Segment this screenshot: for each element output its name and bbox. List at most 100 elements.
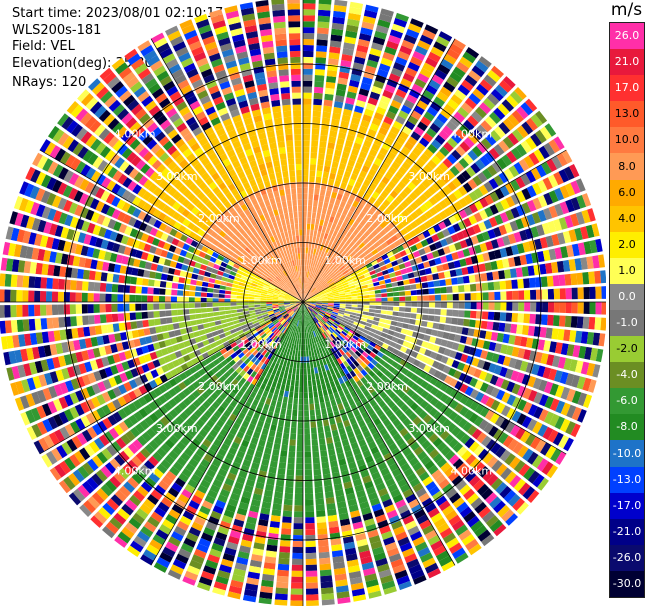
range-gate	[425, 393, 434, 403]
range-gate	[127, 390, 138, 401]
range-gate	[436, 113, 448, 124]
range-gate	[364, 65, 377, 74]
range-gate	[328, 328, 334, 334]
range-gate	[249, 504, 260, 513]
range-gate	[349, 285, 356, 289]
range-gate	[278, 297, 285, 299]
range-gate	[166, 423, 176, 434]
range-gate	[424, 403, 434, 413]
range-gate	[566, 404, 577, 419]
range-gate	[290, 296, 297, 300]
range-gate	[338, 71, 350, 80]
range-gate	[303, 21, 315, 28]
range-gate	[348, 7, 362, 15]
range-gate	[321, 226, 327, 233]
range-gate	[299, 314, 301, 321]
range-gate	[306, 314, 309, 321]
range-gate	[365, 173, 374, 182]
range-gate	[414, 197, 424, 207]
range-gate	[339, 295, 346, 298]
range-gate	[168, 378, 178, 387]
range-gate	[395, 195, 404, 204]
range-gate	[317, 366, 322, 373]
range-gate	[488, 178, 499, 190]
range-gate	[522, 486, 536, 500]
range-gate	[333, 435, 341, 443]
range-gate	[216, 419, 225, 428]
range-gate	[406, 388, 415, 398]
range-gate	[328, 58, 339, 66]
range-gate	[350, 260, 357, 266]
range-gate	[433, 213, 443, 223]
range-gate	[512, 129, 524, 142]
range-gate	[304, 481, 313, 488]
range-gate	[477, 483, 489, 496]
range-gate	[438, 188, 448, 199]
range-gate	[530, 226, 540, 238]
range-gate	[295, 487, 303, 494]
range-gate	[336, 232, 342, 239]
range-gate	[318, 262, 322, 269]
range-gate	[189, 308, 196, 314]
range-gate	[331, 265, 338, 272]
range-gate	[320, 402, 326, 409]
range-gate	[327, 342, 333, 350]
range-gate	[397, 381, 406, 390]
range-gate	[531, 252, 539, 264]
range-gate	[367, 386, 375, 394]
range-gate	[352, 200, 360, 208]
range-gate	[459, 56, 473, 69]
range-gate	[313, 309, 319, 314]
range-gate	[69, 216, 79, 229]
range-gate	[305, 283, 308, 290]
range-gate	[87, 372, 97, 384]
range-gate	[248, 423, 256, 431]
range-gate	[191, 273, 199, 280]
range-gate	[303, 295, 306, 301]
range-gate	[412, 482, 424, 493]
range-gate	[288, 445, 296, 452]
range-gate	[351, 213, 358, 221]
range-gate	[232, 386, 240, 395]
range-gate	[398, 291, 406, 296]
range-gate	[332, 16, 345, 25]
range-gate	[270, 515, 281, 523]
range-gate	[241, 324, 248, 330]
range-gate	[378, 280, 386, 285]
range-gate	[267, 310, 274, 314]
range-gate	[333, 259, 340, 266]
range-gate	[415, 466, 427, 477]
range-gate	[430, 540, 444, 551]
range-gate	[194, 489, 206, 500]
range-gate	[379, 229, 387, 237]
range-gate	[333, 237, 339, 244]
range-gate	[396, 275, 403, 281]
range-gate	[286, 329, 291, 336]
range-gate	[254, 300, 261, 302]
range-gate	[244, 341, 252, 348]
range-gate	[303, 295, 306, 301]
range-gate	[443, 81, 456, 93]
range-gate	[102, 379, 112, 390]
range-gate	[517, 313, 524, 323]
range-gate	[294, 338, 298, 345]
range-gate	[356, 175, 365, 184]
range-gate	[303, 288, 305, 295]
range-gate	[379, 221, 388, 229]
range-gate	[215, 275, 223, 281]
range-gate	[189, 285, 196, 291]
range-gate	[231, 378, 239, 387]
range-gate	[329, 216, 335, 223]
range-gate	[266, 294, 273, 298]
range-gate	[163, 402, 173, 412]
range-gate	[308, 293, 314, 298]
range-gate	[448, 411, 458, 421]
range-gate	[362, 15, 376, 25]
range-gate	[315, 297, 322, 300]
range-gate	[343, 284, 350, 289]
range-gate	[28, 318, 36, 331]
range-gate	[320, 213, 326, 221]
range-gate	[306, 594, 319, 601]
range-gate	[225, 345, 233, 352]
range-gate	[468, 347, 477, 356]
